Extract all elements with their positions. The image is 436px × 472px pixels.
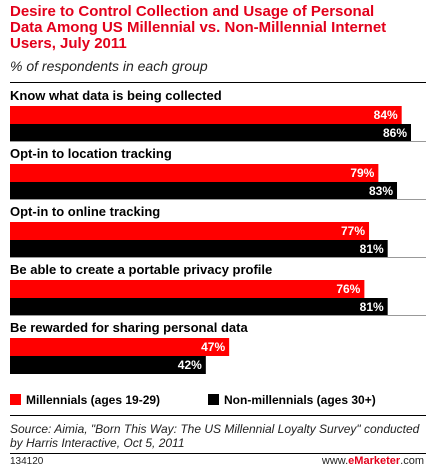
data-label: 81% (360, 242, 384, 256)
data-label: 81% (360, 300, 384, 314)
bar-millennials (10, 164, 379, 182)
legend-item-non-millennials: Non-millennials (ages 30+) (208, 393, 376, 407)
chart-legend: Millennials (ages 19-29) Non-millennials… (10, 393, 430, 411)
chart-id: 134120 (10, 456, 44, 467)
data-label: 76% (336, 282, 360, 296)
data-label: 47% (201, 340, 225, 354)
brand-suffix: .com (400, 455, 424, 467)
data-label: 83% (369, 184, 393, 198)
bar-non-millennials (10, 356, 206, 374)
bar-millennials (10, 222, 370, 240)
bar-millennials (10, 280, 365, 298)
legend-swatch-non-millennials (208, 394, 219, 405)
bar-non-millennials (10, 182, 398, 200)
chart-title-line: Users, July 2011 (10, 35, 127, 52)
legend-swatch-millennials (10, 394, 21, 405)
data-label: 77% (341, 224, 365, 238)
top-divider (10, 82, 426, 83)
bar-chart: Know what data is being collected 84% 86% O… (10, 88, 426, 374)
brand-name: eMarketer (348, 455, 401, 467)
category-label: Be able to create a portable privacy pro… (10, 262, 272, 277)
chart-title-line: Data Among US Millennial vs. Non-Millenn… (10, 19, 387, 36)
brand-link[interactable]: www.eMarketer.com (322, 455, 424, 467)
data-label: 42% (178, 358, 202, 372)
legend-item-millennials: Millennials (ages 19-29) (10, 393, 160, 407)
data-label: 79% (350, 166, 374, 180)
category-label: Be rewarded for sharing personal data (10, 320, 248, 335)
bar-millennials (10, 106, 402, 124)
brand-prefix: www. (321, 455, 349, 467)
chart-subtitle: % of respondents in each group (10, 58, 208, 74)
data-label: 84% (374, 108, 398, 122)
footer-divider (10, 453, 426, 454)
footer: 134120 www.eMarketer.com (0, 453, 436, 472)
legend-label-non-millennials: Non-millennials (ages 30+) (224, 393, 376, 407)
legend-divider (10, 415, 426, 416)
bar-non-millennials (10, 298, 388, 316)
bar-non-millennials (10, 240, 388, 258)
chart-title-line: Desire to Control Collection and Usage o… (10, 3, 375, 20)
source-note: Source: Aimia, "Born This Way: The US Mi… (10, 422, 420, 450)
bar-millennials (10, 338, 230, 356)
legend-label-millennials: Millennials (ages 19-29) (26, 393, 161, 407)
bar-non-millennials (10, 124, 411, 142)
category-label: Know what data is being collected (10, 88, 222, 103)
chart-title: Desire to Control Collection and Usage o… (10, 4, 430, 52)
category-label: Opt-in to online tracking (10, 204, 160, 219)
category-label: Opt-in to location tracking (10, 146, 172, 161)
data-label: 86% (383, 126, 407, 140)
